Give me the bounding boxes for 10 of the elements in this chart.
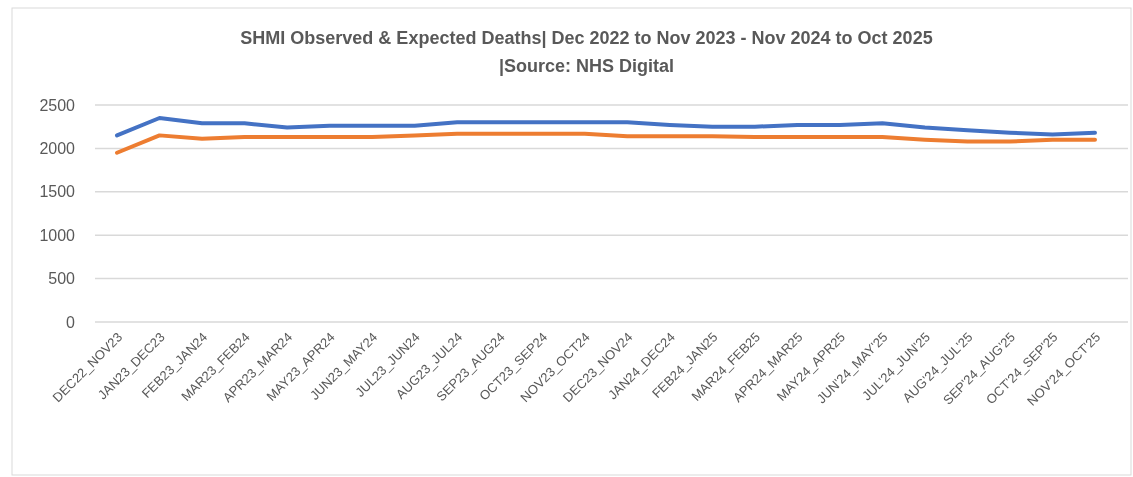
y-tick-label: 0 [66, 313, 76, 331]
y-tick-label: 2000 [39, 140, 76, 157]
line-series [115, 116, 1097, 138]
line-series [115, 131, 1097, 155]
y-tick-label: 1000 [39, 226, 76, 244]
y-tick-label: 500 [48, 270, 76, 288]
y-tick-label: 2500 [39, 96, 76, 114]
chart-subtitle: |Source: NHS Digital [498, 56, 675, 76]
chart-title: SHMI Observed & Expected Deaths| Dec 2022 to Nov 2023 - Nov 2024 to Oct 2025 [240, 28, 933, 48]
y-tick-label: 1500 [39, 183, 76, 201]
